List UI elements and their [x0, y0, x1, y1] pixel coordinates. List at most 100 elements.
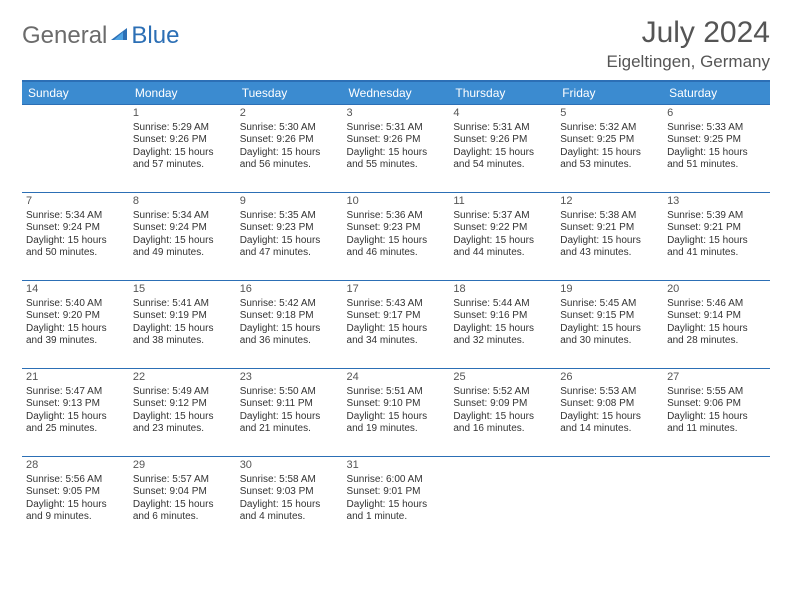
sunset-text: Sunset: 9:09 PM: [453, 398, 552, 411]
daylight-text: and 55 minutes.: [347, 159, 446, 172]
sunrise-text: Sunrise: 6:00 AM: [347, 474, 446, 487]
daylight-text: Daylight: 15 hours: [240, 147, 339, 160]
daylight-text: Daylight: 15 hours: [133, 499, 232, 512]
day-number: 10: [347, 195, 446, 209]
daylight-text: and 46 minutes.: [347, 247, 446, 260]
day-number: 3: [347, 107, 446, 121]
calendar-cell: 18Sunrise: 5:44 AMSunset: 9:16 PMDayligh…: [449, 281, 556, 369]
sunrise-text: Sunrise: 5:51 AM: [347, 386, 446, 399]
sunset-text: Sunset: 9:21 PM: [667, 222, 766, 235]
logo-text-blue: Blue: [131, 22, 179, 50]
sunrise-text: Sunrise: 5:42 AM: [240, 298, 339, 311]
calendar-cell: 24Sunrise: 5:51 AMSunset: 9:10 PMDayligh…: [343, 369, 450, 457]
day-number: 25: [453, 371, 552, 385]
sunrise-text: Sunrise: 5:34 AM: [133, 210, 232, 223]
day-number: 1: [133, 107, 232, 121]
sunrise-text: Sunrise: 5:31 AM: [453, 122, 552, 135]
daylight-text: Daylight: 15 hours: [347, 235, 446, 248]
sunset-text: Sunset: 9:25 PM: [560, 134, 659, 147]
daylight-text: Daylight: 15 hours: [560, 147, 659, 160]
sunset-text: Sunset: 9:17 PM: [347, 310, 446, 323]
sunset-text: Sunset: 9:23 PM: [347, 222, 446, 235]
daylight-text: and 49 minutes.: [133, 247, 232, 260]
daylight-text: and 44 minutes.: [453, 247, 552, 260]
sunset-text: Sunset: 9:22 PM: [453, 222, 552, 235]
daylight-text: and 34 minutes.: [347, 335, 446, 348]
calendar-row: 14Sunrise: 5:40 AMSunset: 9:20 PMDayligh…: [22, 281, 770, 369]
daylight-text: Daylight: 15 hours: [667, 323, 766, 336]
sunset-text: Sunset: 9:10 PM: [347, 398, 446, 411]
sunrise-text: Sunrise: 5:34 AM: [26, 210, 125, 223]
sunset-text: Sunset: 9:05 PM: [26, 486, 125, 499]
calendar-row: 7Sunrise: 5:34 AMSunset: 9:24 PMDaylight…: [22, 193, 770, 281]
calendar-cell: 14Sunrise: 5:40 AMSunset: 9:20 PMDayligh…: [22, 281, 129, 369]
calendar-table: Sunday Monday Tuesday Wednesday Thursday…: [22, 80, 770, 545]
daylight-text: Daylight: 15 hours: [347, 147, 446, 160]
calendar-cell: 1Sunrise: 5:29 AMSunset: 9:26 PMDaylight…: [129, 105, 236, 193]
calendar-cell: 25Sunrise: 5:52 AMSunset: 9:09 PMDayligh…: [449, 369, 556, 457]
sunrise-text: Sunrise: 5:38 AM: [560, 210, 659, 223]
calendar-cell: 10Sunrise: 5:36 AMSunset: 9:23 PMDayligh…: [343, 193, 450, 281]
day-number: 30: [240, 459, 339, 473]
daylight-text: Daylight: 15 hours: [347, 411, 446, 424]
sunset-text: Sunset: 9:23 PM: [240, 222, 339, 235]
sunrise-text: Sunrise: 5:40 AM: [26, 298, 125, 311]
sunset-text: Sunset: 9:26 PM: [240, 134, 339, 147]
daylight-text: and 39 minutes.: [26, 335, 125, 348]
daylight-text: Daylight: 15 hours: [667, 411, 766, 424]
daylight-text: Daylight: 15 hours: [26, 235, 125, 248]
daylight-text: and 57 minutes.: [133, 159, 232, 172]
calendar-cell: 17Sunrise: 5:43 AMSunset: 9:17 PMDayligh…: [343, 281, 450, 369]
calendar-cell: 19Sunrise: 5:45 AMSunset: 9:15 PMDayligh…: [556, 281, 663, 369]
sunset-text: Sunset: 9:24 PM: [133, 222, 232, 235]
daylight-text: and 38 minutes.: [133, 335, 232, 348]
daylight-text: Daylight: 15 hours: [26, 323, 125, 336]
calendar-row: 1Sunrise: 5:29 AMSunset: 9:26 PMDaylight…: [22, 105, 770, 193]
daylight-text: Daylight: 15 hours: [240, 323, 339, 336]
day-number: 16: [240, 283, 339, 297]
calendar-cell: 4Sunrise: 5:31 AMSunset: 9:26 PMDaylight…: [449, 105, 556, 193]
calendar-cell: 23Sunrise: 5:50 AMSunset: 9:11 PMDayligh…: [236, 369, 343, 457]
sunrise-text: Sunrise: 5:31 AM: [347, 122, 446, 135]
sunset-text: Sunset: 9:26 PM: [453, 134, 552, 147]
daylight-text: and 9 minutes.: [26, 511, 125, 524]
daylight-text: and 32 minutes.: [453, 335, 552, 348]
daylight-text: and 19 minutes.: [347, 423, 446, 436]
sunset-text: Sunset: 9:13 PM: [26, 398, 125, 411]
sunset-text: Sunset: 9:14 PM: [667, 310, 766, 323]
calendar-row: 21Sunrise: 5:47 AMSunset: 9:13 PMDayligh…: [22, 369, 770, 457]
daylight-text: Daylight: 15 hours: [453, 235, 552, 248]
daylight-text: Daylight: 15 hours: [347, 323, 446, 336]
logo: General Blue: [22, 22, 179, 50]
day-number: 27: [667, 371, 766, 385]
daylight-text: Daylight: 15 hours: [347, 499, 446, 512]
daylight-text: Daylight: 15 hours: [240, 499, 339, 512]
day-number: 9: [240, 195, 339, 209]
month-title: July 2024: [607, 16, 770, 50]
daylight-text: Daylight: 15 hours: [240, 411, 339, 424]
weekday-header: Tuesday: [236, 81, 343, 105]
calendar-cell: 9Sunrise: 5:35 AMSunset: 9:23 PMDaylight…: [236, 193, 343, 281]
logo-triangle-icon: [109, 24, 129, 49]
daylight-text: Daylight: 15 hours: [26, 411, 125, 424]
daylight-text: and 51 minutes.: [667, 159, 766, 172]
daylight-text: Daylight: 15 hours: [133, 147, 232, 160]
calendar-cell: 26Sunrise: 5:53 AMSunset: 9:08 PMDayligh…: [556, 369, 663, 457]
day-number: 12: [560, 195, 659, 209]
daylight-text: and 4 minutes.: [240, 511, 339, 524]
daylight-text: and 11 minutes.: [667, 423, 766, 436]
daylight-text: and 1 minute.: [347, 511, 446, 524]
sunset-text: Sunset: 9:18 PM: [240, 310, 339, 323]
sunrise-text: Sunrise: 5:37 AM: [453, 210, 552, 223]
daylight-text: Daylight: 15 hours: [133, 411, 232, 424]
sunset-text: Sunset: 9:19 PM: [133, 310, 232, 323]
day-number: 24: [347, 371, 446, 385]
sunset-text: Sunset: 9:12 PM: [133, 398, 232, 411]
daylight-text: and 43 minutes.: [560, 247, 659, 260]
daylight-text: and 47 minutes.: [240, 247, 339, 260]
day-number: 14: [26, 283, 125, 297]
sunrise-text: Sunrise: 5:30 AM: [240, 122, 339, 135]
sunset-text: Sunset: 9:03 PM: [240, 486, 339, 499]
sunrise-text: Sunrise: 5:57 AM: [133, 474, 232, 487]
daylight-text: Daylight: 15 hours: [667, 235, 766, 248]
